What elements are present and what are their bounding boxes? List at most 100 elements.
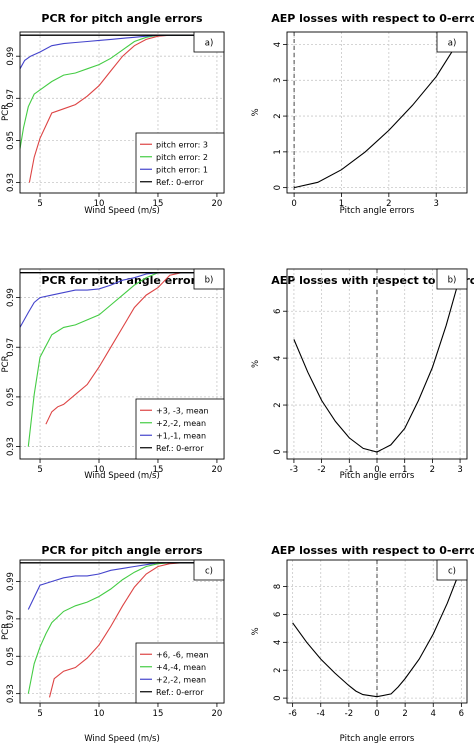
y-tick-label: 0.99 — [6, 47, 16, 66]
x-tick-label: 3 — [433, 199, 438, 209]
y-tick-label: 0 — [273, 695, 283, 700]
x-tick-label: 15 — [153, 465, 164, 475]
y-tick-label: 0.97 — [6, 89, 16, 108]
y-tick-label: 0.99 — [6, 288, 16, 307]
panel-label-box — [193, 268, 225, 290]
x-tick-label: 5 — [37, 465, 42, 475]
x-tick-label: -4 — [317, 709, 325, 719]
x-tick-label: 1 — [402, 465, 407, 475]
plot-frame — [286, 31, 468, 194]
x-tick-label: 15 — [153, 199, 164, 209]
y-tick-label: 2 — [273, 668, 283, 673]
chart-title: AEP losses with respect to 0-error — [271, 544, 474, 557]
series-line-pitch-error-1 — [20, 34, 217, 70]
x-axis-label: Wind Speed (m/s) — [84, 471, 160, 481]
x-tick-label: -2 — [317, 465, 325, 475]
legend-entry: pitch error: 3 — [156, 140, 208, 149]
panel-label: c) — [205, 567, 213, 577]
y-tick-label: 0.99 — [6, 572, 16, 591]
series-line-pitch-error-2 — [20, 34, 217, 149]
x-tick-label: -2 — [345, 709, 353, 719]
legend-entry: +3, -3, mean — [156, 406, 209, 415]
y-tick-label: 3 — [273, 78, 283, 83]
x-tick-label: 15 — [153, 709, 164, 719]
series-line-2-2-mean — [27, 562, 217, 610]
chart-title: AEP losses with respect to 0-error — [271, 12, 474, 25]
chart-title: PCR for pitch angle errors — [41, 544, 203, 557]
legend-box — [135, 642, 225, 704]
y-tick-label: 4 — [273, 640, 283, 645]
y-tick-label: 4 — [273, 42, 283, 47]
legend-entry: Ref.: 0-error — [156, 444, 204, 453]
x-tick-label: 2 — [386, 199, 391, 209]
legend-entry: +4,-4, mean — [156, 663, 206, 672]
panel-label: b) — [205, 276, 214, 286]
x-axis-label: Pitch angle errors — [340, 206, 415, 216]
x-axis-label: Wind Speed (m/s) — [84, 206, 160, 216]
y-tick-label: 6 — [273, 612, 283, 617]
x-tick-label: 20 — [212, 465, 223, 475]
legend-entry: +6, -6, mean — [156, 650, 209, 659]
panel-label-box — [193, 559, 225, 581]
series-line — [293, 38, 461, 189]
x-tick-label: 2 — [430, 465, 435, 475]
y-tick-label: 0.97 — [6, 338, 16, 357]
y-axis-label: % — [251, 108, 261, 116]
legend-entry: Ref.: 0-error — [156, 178, 204, 187]
series-group — [293, 275, 461, 453]
y-axis-label: % — [251, 627, 261, 635]
x-tick-label: 0 — [374, 709, 379, 719]
panel-label: a) — [448, 39, 457, 49]
panel-label: c) — [448, 567, 456, 577]
panel-label-box — [436, 559, 468, 581]
panel-label-box — [436, 268, 468, 290]
plot-frame — [19, 559, 225, 704]
plot-frame — [19, 268, 225, 460]
x-tick-label: 4 — [431, 709, 436, 719]
y-tick-label: 2 — [273, 113, 283, 118]
x-tick-label: -1 — [345, 465, 353, 475]
x-tick-label: 10 — [94, 709, 105, 719]
x-tick-label: 1 — [339, 199, 344, 209]
panel-1: PCR for pitch angle errors 5 10 15 20 0.93 0.9… — [1, 12, 225, 216]
x-tick-label: 0 — [291, 199, 296, 209]
legend-entry: +1,-1, mean — [156, 431, 206, 440]
x-tick-label: 6 — [459, 709, 464, 719]
x-tick-label: 2 — [402, 709, 407, 719]
panel-label: b) — [448, 276, 457, 286]
legend-entry: Ref.: 0-error — [156, 688, 204, 697]
y-axis-label: % — [251, 360, 261, 368]
legend-entry: +2,-2, mean — [156, 675, 206, 684]
y-tick-label: 0 — [273, 185, 283, 190]
series-line — [292, 566, 462, 698]
legend-box — [135, 398, 225, 460]
x-tick-label: 10 — [94, 199, 105, 209]
x-axis-label: Wind Speed (m/s) — [84, 734, 160, 744]
panel-2: AEP losses with respect to 0-error 0 1 2 3 0 1… — [251, 12, 474, 216]
legend: +3, -3, mean +2,-2, mean +1,-1, mean Ref.: … — [135, 398, 225, 460]
panel-6: AEP losses with respect to 0-error -6 -4 -2… — [251, 544, 474, 744]
y-tick-label: 0.93 — [6, 173, 16, 192]
x-tick-label: 10 — [94, 465, 105, 475]
series-line — [293, 275, 461, 453]
y-tick-label: 6 — [273, 309, 283, 314]
y-tick-label: 8 — [273, 584, 283, 589]
plot-frame — [19, 31, 225, 194]
grid — [20, 269, 224, 459]
x-tick-label: 0 — [374, 465, 379, 475]
y-tick-label: 0.93 — [6, 437, 16, 456]
y-tick-label: 4 — [273, 355, 283, 360]
x-tick-label: 3 — [457, 465, 462, 475]
y-tick-label: 2 — [273, 402, 283, 407]
x-tick-label: 20 — [212, 709, 223, 719]
legend: +6, -6, mean +4,-4, mean +2,-2, mean Ref.: … — [135, 642, 225, 704]
legend-entry: +2,-2, mean — [156, 419, 206, 428]
series-group — [20, 562, 217, 698]
y-axis-label: PCR — [1, 355, 11, 372]
grid — [287, 32, 467, 193]
x-tick-label: -6 — [288, 709, 296, 719]
legend-box — [135, 132, 225, 194]
grid — [287, 560, 467, 703]
